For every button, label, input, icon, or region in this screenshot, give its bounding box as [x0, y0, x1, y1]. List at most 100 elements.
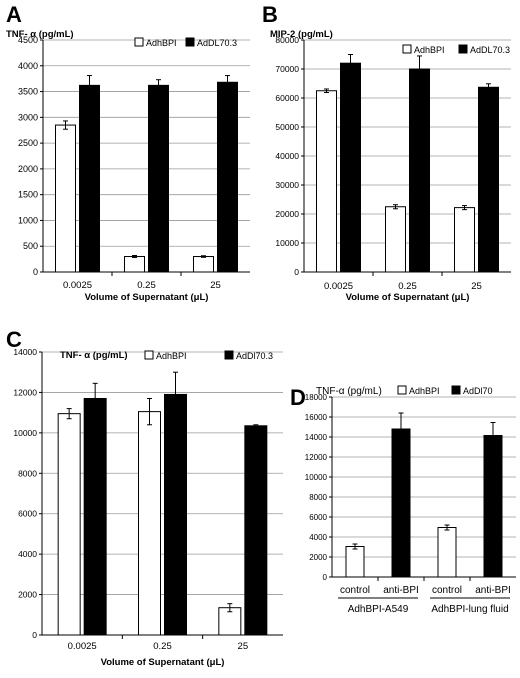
y-tick-label: 60000 [275, 93, 299, 103]
bar [244, 425, 268, 636]
x-axis-label: Volume of Supernatant (μL) [101, 657, 225, 668]
bar [83, 397, 107, 636]
y-tick-label: 20000 [275, 209, 299, 219]
legend-swatch [458, 44, 468, 54]
legend-swatch [185, 37, 195, 47]
y-tick-label: 3000 [18, 112, 38, 122]
legend-swatch [144, 350, 154, 360]
y-tick-label: 50000 [275, 122, 299, 132]
bar [340, 62, 361, 273]
bar [55, 124, 76, 273]
x-tick-label: 25 [471, 281, 482, 292]
y-tick-label: 2500 [18, 138, 38, 148]
y-tick-label: 4500 [18, 35, 38, 45]
x-tick-label: anti-BPI [475, 585, 511, 596]
x-tick-label: 0.0025 [324, 281, 353, 292]
bar [478, 86, 499, 273]
bar [385, 206, 406, 273]
legend-swatch [397, 385, 407, 395]
x-tick-label: 0.25 [153, 641, 172, 652]
x-tick-label: 0.25 [398, 281, 417, 292]
panel-b: B 0 10000 20000 30000 40000 50000 60000 70000 80… [260, 0, 520, 310]
y-tick-label: 500 [23, 241, 38, 251]
group-label: AdhBPI-lung fluid [431, 604, 508, 615]
y-tick-label: 1000 [18, 215, 38, 225]
y-tick-label: 6000 [18, 509, 37, 519]
x-tick-label: 0.0025 [68, 641, 97, 652]
y-tick-label: 10000 [13, 428, 37, 438]
chart-title: TNF-α (pg/mL) [316, 386, 382, 397]
legend-swatch [224, 350, 234, 360]
y-tick-label: 18000 [305, 393, 328, 402]
y-tick-label: 6000 [309, 513, 327, 522]
y-tick-label: 2000 [18, 590, 37, 600]
y-tick-label: 4000 [18, 61, 38, 71]
legend-label: AdDl70 [463, 386, 493, 396]
bar [391, 428, 411, 578]
chart-title: MIP-2 (pg/mL) [270, 29, 333, 40]
legend-label: AdhBPI [414, 45, 445, 55]
bar-chart-a: 0 500 1000 1500 2000 2500 3000 3500 4000 4500 0.00… [6, 29, 250, 303]
y-tick-label: 0 [323, 573, 328, 582]
y-tick-label: 70000 [275, 64, 299, 74]
y-tick-label: 0 [32, 630, 37, 640]
panel-letter: B [262, 2, 278, 27]
y-tick-label: 40000 [275, 151, 299, 161]
chart-title: TNF- α (pg/mL) [60, 350, 128, 361]
panel-letter: A [6, 2, 22, 27]
y-tick-label: 80000 [275, 35, 299, 45]
x-axis-label: Volume of Supernatant (μL) [85, 292, 209, 303]
y-tick-label: 3500 [18, 87, 38, 97]
bar [409, 68, 430, 273]
y-tick-label: 12000 [13, 387, 37, 397]
legend-label: AdDL70.3 [470, 45, 510, 55]
bar [79, 84, 100, 273]
legend-label: AdhBPI [409, 386, 440, 396]
y-tick-label: 0 [33, 267, 38, 277]
group-label: AdhBPI-A549 [348, 604, 409, 615]
x-tick-label: 25 [238, 641, 249, 652]
bar [483, 435, 503, 578]
y-tick-label: 10000 [305, 473, 328, 482]
x-tick-label: 0.25 [137, 280, 156, 291]
bar [164, 393, 187, 636]
legend-label: AdhBPI [146, 38, 177, 48]
legend-swatch [134, 37, 144, 47]
panel-letter: D [290, 385, 306, 410]
bar-chart-c: 0 2000 4000 6000 8000 10000 12000 14000 0.0025 0.… [13, 347, 283, 668]
y-tick-label: 4000 [18, 549, 37, 559]
bar [316, 90, 337, 273]
y-tick-label: 4000 [309, 533, 327, 542]
bar [217, 81, 238, 273]
panel-letter: C [6, 327, 22, 352]
bar [57, 413, 81, 636]
y-tick-label: 10000 [275, 238, 299, 248]
bar [454, 207, 475, 273]
panel-d: D 0 2000 4000 6000 8000 10000 12000 14000 16000 1… [290, 385, 520, 673]
y-tick-label: 8000 [309, 493, 327, 502]
legend-label: AdDL70.3 [197, 38, 237, 48]
panel-c: C 0 2000 4000 6000 8000 10000 12000 14000 0.0025… [0, 325, 290, 673]
bar [193, 256, 214, 273]
bar-chart-b: 0 10000 20000 30000 40000 50000 60000 70000 8000… [270, 29, 511, 303]
y-tick-label: 14000 [13, 347, 37, 357]
chart-title: TNF- α (pg/mL) [6, 29, 74, 40]
y-tick-label: 16000 [305, 413, 328, 422]
x-tick-label: control [432, 585, 462, 596]
y-tick-label: 30000 [275, 180, 299, 190]
legend-swatch [402, 44, 412, 54]
y-tick-label: 1500 [18, 190, 38, 200]
bar [138, 411, 161, 636]
x-tick-label: 25 [210, 280, 221, 291]
bar [437, 527, 457, 578]
x-tick-label: 0.0025 [63, 280, 92, 291]
legend-label: AdDl70.3 [236, 351, 273, 361]
x-axis-label: Volume of Supernatant (μL) [346, 292, 470, 303]
x-tick-label: control [340, 585, 370, 596]
y-tick-label: 12000 [305, 453, 328, 462]
bar-chart-d: 0 2000 4000 6000 8000 10000 12000 14000 16000 180… [305, 385, 516, 615]
x-tick-label: anti-BPI [383, 585, 419, 596]
bar [345, 546, 365, 578]
y-tick-label: 8000 [18, 468, 37, 478]
bar [124, 256, 145, 273]
